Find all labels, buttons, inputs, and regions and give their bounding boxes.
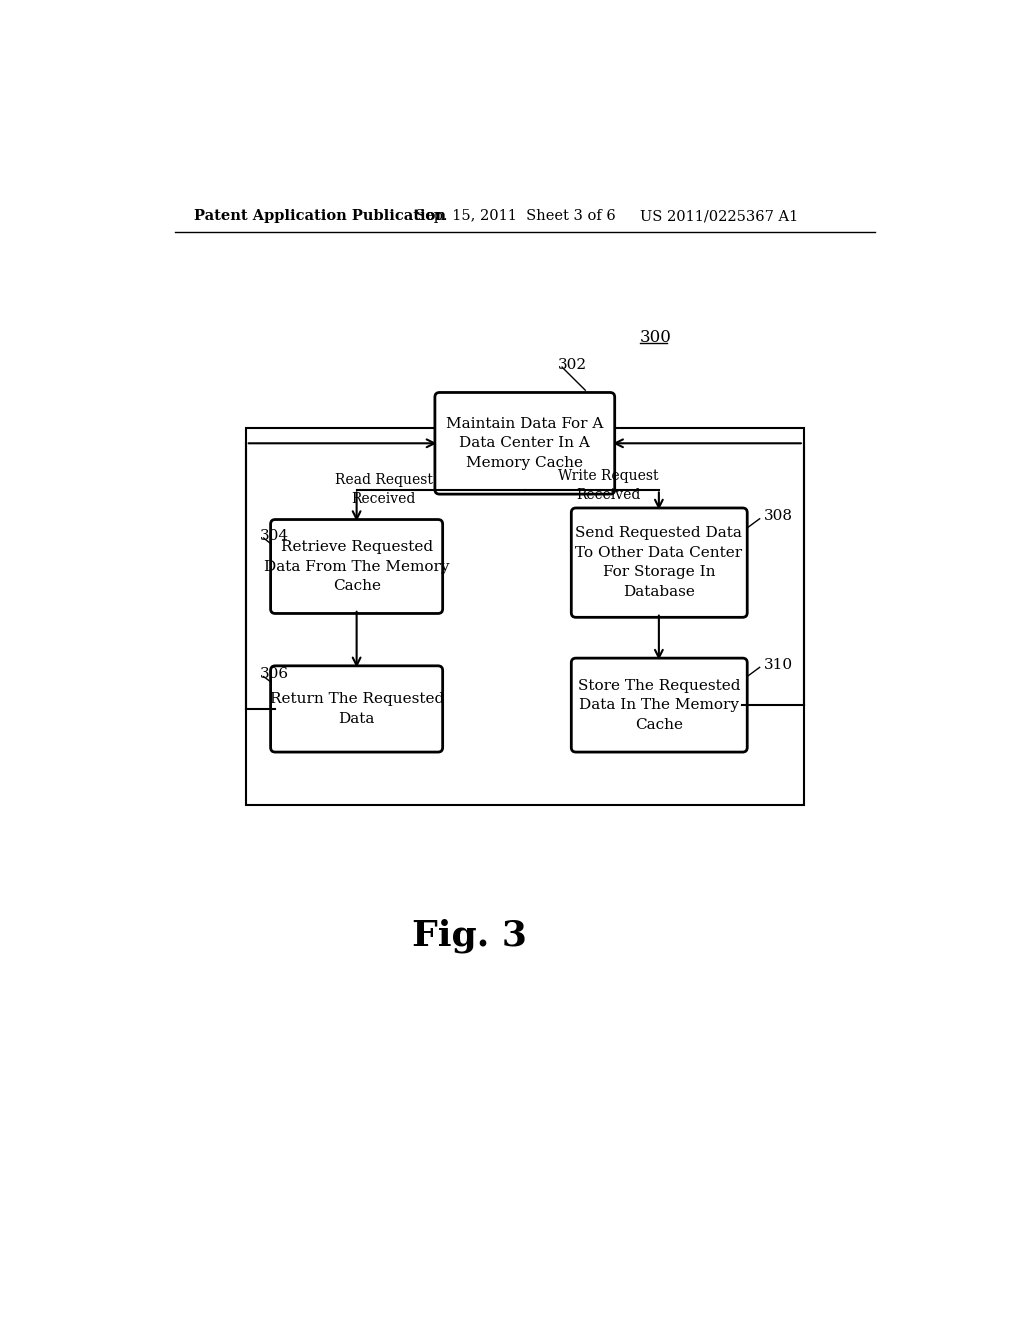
- Text: Maintain Data For A
Data Center In A
Memory Cache: Maintain Data For A Data Center In A Mem…: [446, 417, 603, 470]
- Text: 302: 302: [558, 358, 587, 372]
- Text: 304: 304: [260, 529, 289, 543]
- Text: Fig. 3: Fig. 3: [412, 919, 526, 953]
- FancyBboxPatch shape: [270, 520, 442, 614]
- Text: US 2011/0225367 A1: US 2011/0225367 A1: [640, 209, 798, 223]
- Text: 306: 306: [260, 668, 289, 681]
- Text: Retrieve Requested
Data From The Memory
Cache: Retrieve Requested Data From The Memory …: [264, 540, 450, 593]
- Text: 310: 310: [764, 659, 793, 672]
- FancyBboxPatch shape: [571, 659, 748, 752]
- Text: Sep. 15, 2011  Sheet 3 of 6: Sep. 15, 2011 Sheet 3 of 6: [415, 209, 615, 223]
- FancyBboxPatch shape: [435, 392, 614, 494]
- Text: Patent Application Publication: Patent Application Publication: [194, 209, 445, 223]
- Text: 308: 308: [764, 510, 793, 524]
- Text: Read Request
Received: Read Request Received: [335, 474, 433, 506]
- FancyBboxPatch shape: [270, 665, 442, 752]
- Text: Send Requested Data
To Other Data Center
For Storage In
Database: Send Requested Data To Other Data Center…: [575, 527, 742, 599]
- Bar: [246, 428, 804, 805]
- Text: Store The Requested
Data In The Memory
Cache: Store The Requested Data In The Memory C…: [578, 678, 740, 731]
- Text: Return The Requested
Data: Return The Requested Data: [269, 692, 443, 726]
- Text: Write Request
Received: Write Request Received: [558, 470, 658, 502]
- FancyBboxPatch shape: [571, 508, 748, 618]
- Text: 300: 300: [640, 329, 672, 346]
